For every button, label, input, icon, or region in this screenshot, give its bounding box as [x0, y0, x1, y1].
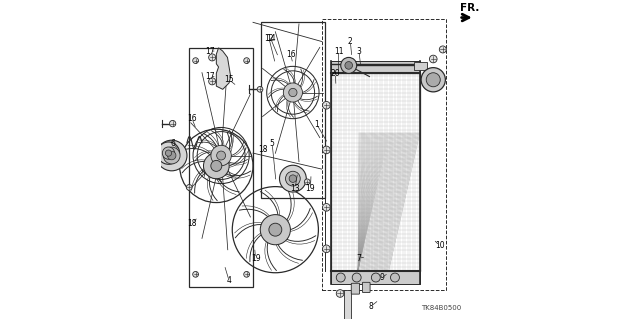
Text: 8: 8 — [369, 302, 373, 311]
Text: 7: 7 — [356, 254, 361, 263]
Text: 17: 17 — [205, 47, 215, 56]
Circle shape — [390, 273, 399, 282]
Text: 1: 1 — [314, 120, 319, 129]
Text: 18: 18 — [258, 145, 268, 154]
Circle shape — [193, 58, 198, 63]
FancyBboxPatch shape — [351, 283, 360, 294]
FancyBboxPatch shape — [362, 282, 370, 293]
Polygon shape — [216, 48, 230, 89]
Text: TK84B0500: TK84B0500 — [421, 305, 461, 311]
Circle shape — [336, 273, 345, 282]
Circle shape — [193, 271, 198, 277]
Circle shape — [280, 165, 307, 192]
Circle shape — [211, 160, 222, 171]
Text: 17: 17 — [205, 72, 215, 81]
Circle shape — [165, 150, 172, 156]
Circle shape — [352, 273, 361, 282]
Circle shape — [289, 88, 297, 97]
Circle shape — [186, 184, 192, 190]
Text: 16: 16 — [286, 50, 296, 59]
Text: 9: 9 — [380, 273, 385, 282]
Circle shape — [209, 78, 216, 85]
Circle shape — [289, 175, 296, 182]
Text: 4: 4 — [227, 276, 232, 285]
Text: 15: 15 — [224, 75, 234, 84]
Text: 12: 12 — [264, 34, 274, 43]
Text: 18: 18 — [188, 219, 197, 228]
Circle shape — [269, 223, 282, 236]
Circle shape — [323, 146, 330, 154]
Circle shape — [439, 46, 446, 53]
Circle shape — [217, 151, 225, 160]
Circle shape — [168, 151, 176, 160]
Text: 6: 6 — [170, 139, 175, 148]
Circle shape — [244, 58, 250, 63]
Text: 5: 5 — [269, 139, 275, 148]
Circle shape — [157, 142, 180, 164]
Circle shape — [211, 145, 231, 166]
Text: FR.: FR. — [460, 3, 480, 13]
Circle shape — [284, 83, 303, 102]
Bar — [344, 290, 351, 319]
Circle shape — [209, 54, 216, 61]
Bar — [414, 62, 427, 70]
Circle shape — [285, 171, 300, 186]
Circle shape — [336, 290, 344, 297]
Text: 13: 13 — [291, 184, 300, 193]
Circle shape — [421, 68, 445, 92]
Circle shape — [305, 179, 310, 185]
Circle shape — [257, 86, 263, 92]
Text: 11: 11 — [333, 47, 343, 56]
Circle shape — [345, 62, 353, 69]
Circle shape — [260, 215, 291, 245]
Circle shape — [204, 153, 229, 179]
Circle shape — [170, 120, 176, 127]
Text: 10: 10 — [435, 241, 444, 250]
Circle shape — [244, 271, 250, 277]
Circle shape — [156, 140, 187, 171]
Circle shape — [323, 245, 330, 253]
Circle shape — [429, 55, 437, 63]
Text: 3: 3 — [356, 47, 362, 56]
Circle shape — [163, 147, 175, 159]
Text: 20: 20 — [330, 69, 340, 78]
Circle shape — [340, 57, 356, 73]
Text: 2: 2 — [348, 37, 353, 46]
Bar — [331, 61, 420, 73]
Text: 19: 19 — [251, 254, 260, 263]
Bar — [331, 73, 420, 271]
Text: 16: 16 — [187, 114, 196, 122]
Circle shape — [163, 147, 180, 164]
Bar — [321, 19, 446, 290]
Circle shape — [371, 273, 380, 282]
Text: 19: 19 — [306, 184, 316, 193]
Bar — [331, 271, 420, 284]
Circle shape — [323, 101, 330, 109]
Bar — [189, 48, 253, 287]
Bar — [261, 22, 324, 198]
Circle shape — [426, 73, 440, 87]
Circle shape — [323, 204, 330, 211]
Text: 14: 14 — [266, 34, 275, 43]
